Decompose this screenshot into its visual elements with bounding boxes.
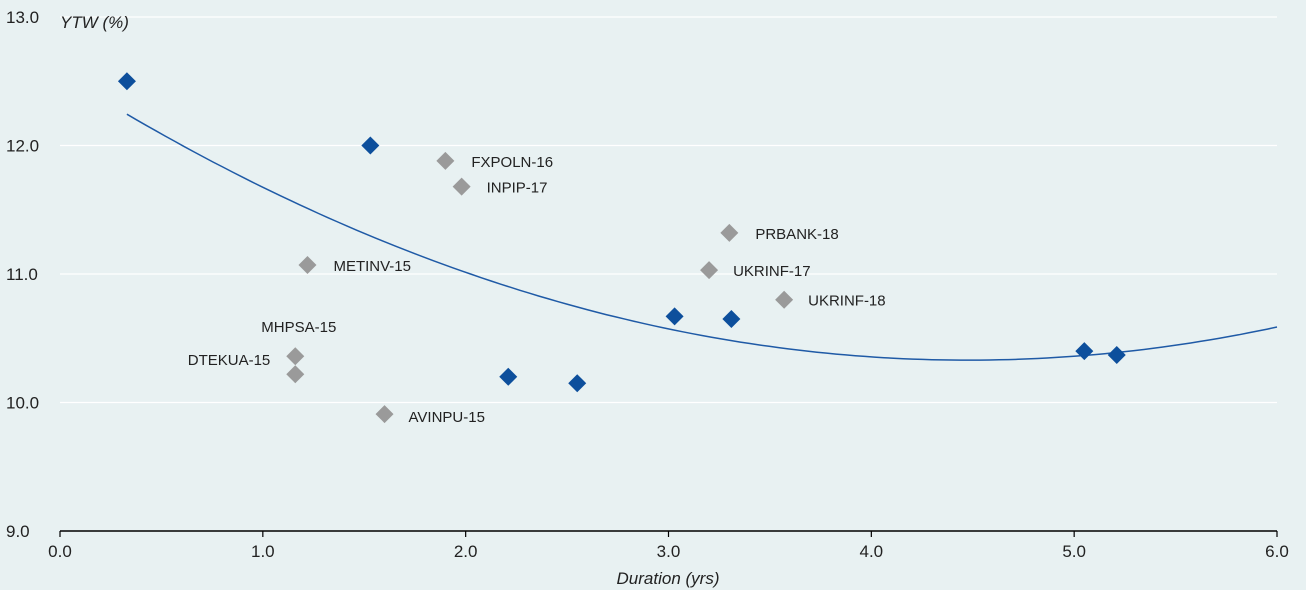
data-point bbox=[286, 347, 305, 366]
x-tick-label: 6.0 bbox=[1265, 542, 1289, 561]
x-tick-label: 4.0 bbox=[860, 542, 884, 561]
axes: 9.0 10.0 11.0 12.0 13.0 0.0 1.0 2.0 3.0 4.0 5.0 6.0 bbox=[6, 8, 1289, 561]
data-point bbox=[1075, 342, 1094, 361]
x-tick-label: 2.0 bbox=[454, 542, 478, 561]
data-point bbox=[452, 177, 471, 196]
data-label: DTEKUA-15 bbox=[188, 352, 271, 369]
y-tick-label: 13.0 bbox=[6, 8, 39, 27]
y-tick-label: 10.0 bbox=[6, 394, 39, 413]
data-label: METINV-15 bbox=[333, 258, 411, 275]
data-point bbox=[665, 307, 684, 326]
x-axis-title: Duration (yrs) bbox=[617, 569, 720, 588]
data-label: MHPSA-15 bbox=[261, 319, 336, 336]
data-label: PRBANK-18 bbox=[755, 226, 838, 243]
data-point bbox=[775, 290, 794, 309]
data-point bbox=[722, 309, 741, 328]
y-axis-title: YTW (%) bbox=[60, 13, 129, 32]
data-label: UKRINF-17 bbox=[733, 263, 811, 280]
data-label: UKRINF-18 bbox=[808, 293, 886, 310]
data-point bbox=[568, 374, 587, 393]
data-point bbox=[361, 136, 380, 155]
data-label: INPIP-17 bbox=[487, 180, 548, 197]
y-tick-label: 9.0 bbox=[6, 522, 30, 541]
data-point bbox=[117, 72, 136, 91]
gridlines bbox=[60, 16, 1277, 404]
data-point bbox=[499, 367, 518, 386]
data-label: AVINPU-15 bbox=[409, 409, 485, 426]
y-tick-label: 12.0 bbox=[6, 137, 39, 156]
data-point bbox=[700, 261, 719, 280]
data-points: FXPOLN-16 INPIP-17 PRBANK-18 METINV-15 UKRIN… bbox=[117, 72, 1126, 426]
x-tick-label: 1.0 bbox=[251, 542, 275, 561]
data-point bbox=[1107, 345, 1126, 364]
data-point bbox=[375, 405, 394, 424]
x-tick-label: 5.0 bbox=[1062, 542, 1086, 561]
y-tick-label: 11.0 bbox=[6, 265, 38, 284]
x-tick-label: 0.0 bbox=[48, 542, 72, 561]
data-point bbox=[436, 151, 455, 170]
data-point bbox=[720, 223, 739, 242]
data-label: FXPOLN-16 bbox=[471, 154, 553, 171]
data-point bbox=[286, 365, 305, 384]
x-tick-label: 3.0 bbox=[657, 542, 681, 561]
data-point bbox=[298, 256, 317, 275]
